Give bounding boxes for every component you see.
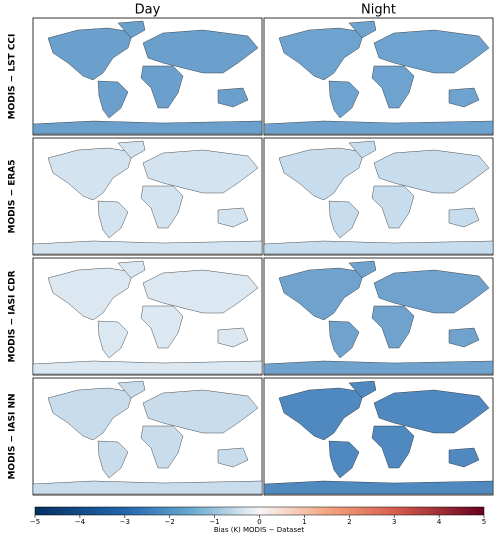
row-label: MODIS − LST CCI [8,34,18,120]
colorbar-tick-label: −4 [75,518,86,526]
colorbar-tick-label: 5 [482,518,486,526]
column-title: Day [135,3,161,18]
colorbar-label: Bias (K) MODIS − Dataset [214,526,305,534]
colorbar-tick-label: 3 [392,518,396,526]
colorbar-tick-label: 0 [257,518,261,526]
colorbar-tick-label: −5 [30,518,40,526]
colorbar-tick-label: −3 [120,518,130,526]
column-title: Night [361,3,396,18]
colorbar [34,506,485,516]
map-panels [32,17,494,496]
colorbar-tick-label: 2 [347,518,351,526]
colorbar-tick-label: −1 [209,518,219,526]
row-label: MODIS − IASI CDR [8,270,18,362]
row-label: MODIS − ERA5 [8,159,18,233]
row-label: MODIS − IASI NN [8,393,18,479]
colorbar-tick-label: −2 [165,518,175,526]
colorbar-tick-label: 1 [302,518,306,526]
colorbar-tick-label: 4 [437,518,442,526]
